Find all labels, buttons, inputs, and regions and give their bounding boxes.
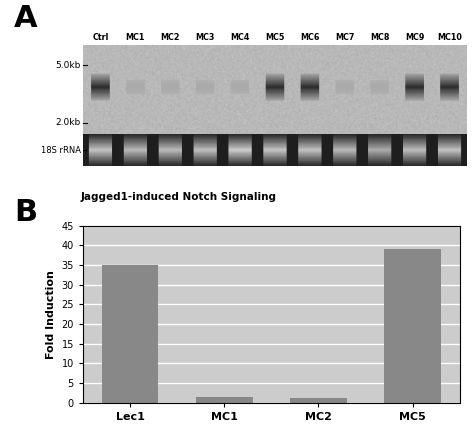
Text: Ctrl: Ctrl — [92, 33, 109, 42]
Bar — [290, 398, 346, 403]
Bar — [102, 265, 158, 403]
Text: MC8: MC8 — [370, 33, 389, 42]
Text: B: B — [14, 198, 37, 227]
Text: Jagged1-induced Notch Signaling: Jagged1-induced Notch Signaling — [81, 193, 277, 202]
Text: A: A — [14, 4, 38, 33]
Text: MC6: MC6 — [300, 33, 319, 42]
Text: 5.0kb: 5.0kb — [55, 61, 81, 70]
Text: 2.0kb: 2.0kb — [55, 118, 81, 127]
Text: MC3: MC3 — [195, 33, 215, 42]
Text: MC9: MC9 — [405, 33, 424, 42]
Y-axis label: Fold Induction: Fold Induction — [46, 270, 56, 359]
Bar — [196, 397, 253, 403]
Text: MC4: MC4 — [230, 33, 250, 42]
Text: MC5: MC5 — [265, 33, 284, 42]
Text: MC10: MC10 — [437, 33, 462, 42]
Text: MC2: MC2 — [161, 33, 180, 42]
Text: MC1: MC1 — [126, 33, 145, 42]
Bar — [384, 249, 441, 403]
Text: MC7: MC7 — [335, 33, 355, 42]
Text: 18S rRNA: 18S rRNA — [41, 146, 81, 155]
